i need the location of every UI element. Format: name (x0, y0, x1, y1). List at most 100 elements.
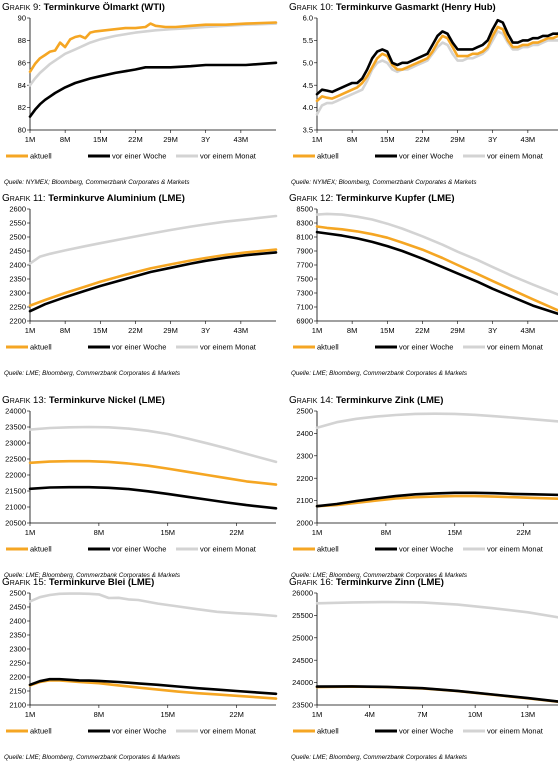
y-tick-label: 2500 (296, 407, 313, 416)
legend-label: vor einem Monat (200, 343, 257, 352)
chart-source: Quelle: LME; Bloomberg, Commerzbank Corp… (4, 572, 181, 579)
x-tick-label: 15M (93, 326, 108, 335)
series-line-0 (315, 25, 558, 103)
y-tick-label: 6900 (296, 317, 313, 326)
x-tick-label: 43M (234, 326, 249, 335)
x-tick-label: 8M (60, 326, 70, 335)
x-tick-label: 10M (468, 710, 483, 719)
x-tick-label: 1M (312, 528, 322, 537)
y-tick-label: 2200 (9, 673, 26, 682)
y-tick-label: 7100 (296, 303, 313, 312)
y-tick-label: 23500 (292, 701, 313, 710)
x-tick-label: 3Y (488, 135, 497, 144)
y-tick-label: 5.5 (303, 36, 313, 45)
y-tick-label: 5.0 (303, 58, 313, 67)
y-tick-label: 2350 (9, 631, 26, 640)
x-tick-label: 8M (94, 528, 104, 537)
x-tick-label: 1M (25, 528, 35, 537)
y-tick-label: 21000 (5, 503, 26, 512)
series-line-2 (28, 22, 278, 87)
x-tick-label: 15M (160, 528, 175, 537)
series-line-1 (315, 685, 558, 703)
y-tick-label: 2300 (9, 289, 26, 298)
series-line-2 (315, 412, 558, 430)
chart-svg: 20500 21000 21500 22000 22500 23000 23500 24000… (5, 407, 278, 554)
legend-label: vor einer Woche (399, 545, 453, 554)
y-tick-label: 6.0 (303, 14, 313, 23)
x-tick-label: 15M (160, 710, 175, 719)
y-tick-label: 4.5 (303, 81, 313, 90)
y-tick-label: 2450 (9, 603, 26, 612)
legend-label: vor einem Monat (200, 545, 257, 554)
y-tick-label: 7300 (296, 289, 313, 298)
x-tick-label: 8M (94, 710, 104, 719)
series-line-0 (28, 248, 278, 307)
y-tick-label: 2350 (9, 275, 26, 284)
chart-title: Grafik 11: Terminkurve Aluminium (LME) (2, 193, 185, 204)
series-line-2 (315, 600, 558, 619)
y-tick-label: 3.5 (303, 126, 313, 135)
x-tick-label: 29M (163, 326, 178, 335)
series-line-0 (315, 494, 558, 508)
legend-label: aktuell (317, 727, 339, 736)
x-tick-label: 13M (521, 710, 536, 719)
legend-label: vor einem Monat (487, 343, 544, 352)
x-tick-label: 3Y (201, 326, 210, 335)
y-tick-label: 23500 (5, 423, 26, 432)
x-tick-label: 43M (521, 326, 536, 335)
series-line-2 (28, 425, 278, 464)
chart-source: Quelle: LME; Bloomberg, Commerzbank Corp… (291, 370, 468, 377)
chart-svg: 6900 7100 7300 7500 7700 7900 8100 8300 8500 1M 8M… (293, 205, 558, 352)
chart-source: Quelle: LME; Bloomberg, Commerzbank Corp… (4, 754, 181, 761)
chart-source: Quelle: LME; Bloomberg, Commerzbank Corp… (291, 572, 468, 579)
series-line-0 (28, 679, 278, 700)
y-tick-label: 23000 (5, 439, 26, 448)
chart-source: Quelle: NYMEX; Bloomberg, Commerzbank Co… (4, 179, 190, 186)
x-tick-label: 22M (415, 135, 430, 144)
y-tick-label: 24000 (292, 678, 313, 687)
x-tick-label: 22M (128, 326, 143, 335)
chart-panel-oil: Grafik 9: Terminkurve Ölmarkt (WTI) 80 82… (0, 0, 279, 191)
x-tick-label: 15M (380, 326, 395, 335)
y-tick-label: 2100 (9, 701, 26, 710)
y-tick-label: 7900 (296, 247, 313, 256)
y-tick-label: 2600 (9, 205, 26, 214)
x-tick-label: 22M (516, 528, 531, 537)
series-line-1 (28, 251, 278, 313)
chart-svg: 3.5 4.0 4.5 5.0 5.5 6.0 1M 8M 15M 22M 29M 3Y 43M aktu… (293, 14, 558, 161)
y-tick-label: 2000 (296, 519, 313, 528)
chart-title: Grafik 10: Terminkurve Gasmarkt (Henry H… (289, 2, 496, 13)
y-tick-label: 26000 (292, 589, 313, 598)
x-tick-label: 7M (417, 710, 427, 719)
y-tick-label: 4.0 (303, 103, 313, 112)
x-tick-label: 1M (25, 326, 35, 335)
legend-label: vor einem Monat (487, 727, 544, 736)
y-tick-label: 8100 (296, 233, 313, 242)
x-tick-label: 22M (229, 710, 244, 719)
chart-title: Grafik 16: Terminkurve Zinn (LME) (289, 577, 444, 588)
x-tick-label: 3Y (488, 326, 497, 335)
chart-panel-gas: Grafik 10: Terminkurve Gasmarkt (Henry H… (287, 0, 558, 191)
chart-svg: 80 82 84 86 88 90 1M 8M 15M 22M 29M 3Y 43M aktuell vor… (6, 14, 278, 161)
x-tick-label: 29M (163, 135, 178, 144)
legend-label: vor einer Woche (399, 727, 453, 736)
x-tick-label: 15M (447, 528, 462, 537)
chart-title: Grafik 14: Terminkurve Zink (LME) (289, 395, 444, 406)
chart-panel-nickel: Grafik 13: Terminkurve Nickel (LME) 2050… (0, 393, 279, 584)
series-line-2 (315, 212, 558, 296)
x-tick-label: 29M (450, 135, 465, 144)
y-tick-label: 25000 (292, 633, 313, 642)
x-tick-label: 8M (381, 528, 391, 537)
legend-label: aktuell (317, 545, 339, 554)
x-tick-label: 22M (229, 528, 244, 537)
x-tick-label: 15M (93, 135, 108, 144)
y-tick-label: 8300 (296, 219, 313, 228)
x-tick-label: 22M (415, 326, 430, 335)
y-tick-label: 2100 (296, 496, 313, 505)
y-tick-label: 24500 (292, 656, 313, 665)
chart-title: Grafik 9: Terminkurve Ölmarkt (WTI) (2, 2, 165, 13)
series-line-1 (28, 61, 278, 118)
x-tick-label: 4M (365, 710, 375, 719)
y-tick-label: 2400 (9, 617, 26, 626)
legend-label: vor einem Monat (487, 545, 544, 554)
